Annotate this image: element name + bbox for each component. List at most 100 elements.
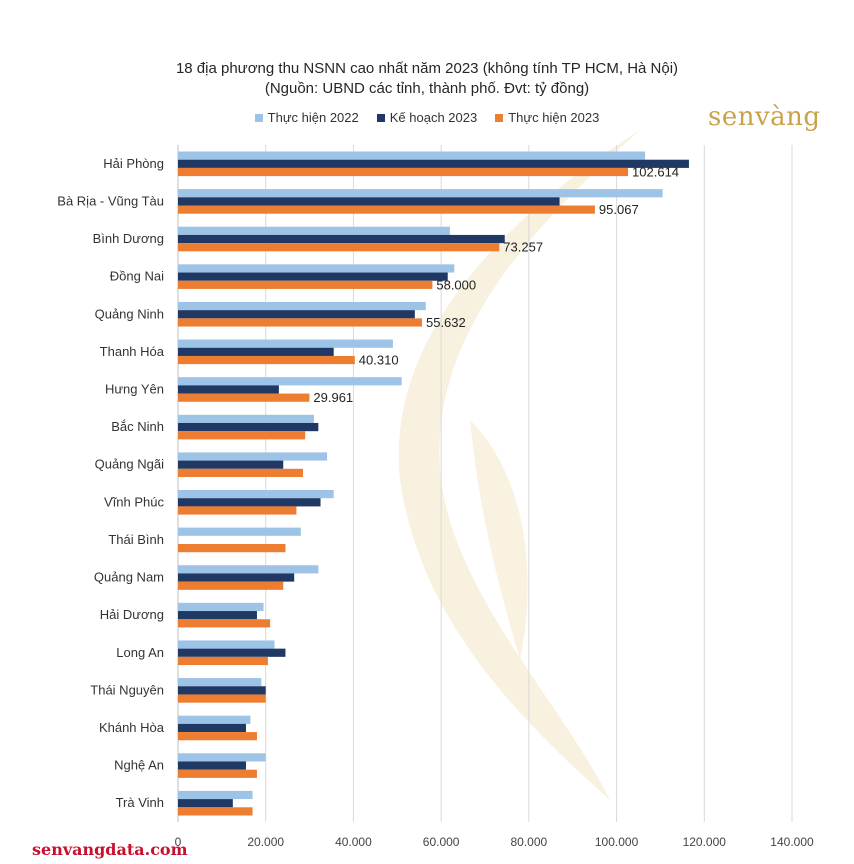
bar-3: [178, 355, 355, 365]
bar-2: [178, 422, 319, 432]
watermark-shape: [398, 130, 640, 800]
category-label: Bắc Ninh: [111, 419, 164, 434]
x-tick-label: 140.000: [770, 835, 814, 849]
x-tick-label: 80.000: [511, 835, 548, 849]
bar-1: [178, 490, 334, 499]
bar-1: [178, 753, 266, 762]
category-label: Hải Dương: [100, 607, 164, 622]
x-tick-label: 100.000: [595, 835, 639, 849]
bar-1: [178, 527, 301, 536]
bar-2: [178, 460, 284, 469]
category-label: Quảng Nam: [94, 570, 164, 585]
category-label: Quảng Ninh: [95, 306, 164, 321]
category-label: Thái Bình: [108, 532, 164, 547]
bar-2: [178, 761, 246, 770]
x-tick-label: 40.000: [335, 835, 372, 849]
bar-2: [178, 498, 321, 507]
bar-3: [178, 468, 303, 477]
bar-3: [178, 581, 284, 590]
legend-swatch-2: [376, 113, 385, 122]
bar-2: [178, 159, 689, 168]
bar-3: [178, 393, 310, 402]
x-tick-label: 20.000: [247, 835, 284, 849]
data-label: 40.310: [359, 353, 399, 368]
legend-label-3: Thực hiện 2023: [508, 110, 600, 125]
bar-3: [178, 167, 629, 177]
bar-1: [178, 602, 264, 612]
bar-1: [178, 226, 450, 235]
data-label: 102.614: [632, 165, 679, 180]
bar-1: [178, 414, 314, 423]
category-label: Bình Dương: [93, 231, 164, 246]
brand-logo: senvàng: [708, 102, 821, 132]
bar-3: [178, 769, 257, 778]
data-label: 29.961: [313, 390, 353, 405]
legend: Thực hiện 2022 Kế hoạch 2023 Thực hiện 2…: [0, 110, 854, 125]
chart-subtitle: (Nguồn: UBND các tỉnh, thành phố. Đvt: t…: [264, 80, 590, 97]
bar-1: [178, 264, 455, 273]
bar-1: [178, 678, 262, 687]
bar-3: [178, 318, 422, 327]
bar-1: [178, 640, 275, 649]
bar-1: [178, 189, 663, 198]
category-label: Thanh Hóa: [100, 344, 165, 359]
bar-3: [178, 431, 306, 440]
category-label: Nghệ An: [114, 758, 164, 773]
bar-2: [178, 799, 233, 808]
legend-item-3: Thực hiện 2023: [495, 110, 599, 125]
category-label: Hải Phòng: [103, 156, 164, 171]
bar-2: [178, 648, 286, 657]
footer-site-url: senvangdata.com: [32, 840, 188, 859]
category-label: Đồng Nai: [110, 269, 164, 284]
category-label: Quảng Ngãi: [95, 457, 164, 472]
bar-1: [178, 715, 251, 724]
bar-3: [178, 205, 595, 214]
category-label: Khánh Hòa: [99, 720, 165, 735]
data-label: 73.257: [503, 240, 543, 255]
x-tick-label: 120.000: [683, 835, 727, 849]
bar-1: [178, 339, 393, 348]
bar-1: [178, 151, 646, 160]
bar-1: [178, 377, 402, 386]
bar-3: [178, 506, 297, 515]
bar-2: [178, 573, 295, 582]
bar-2: [178, 272, 448, 281]
bar-2: [178, 611, 257, 620]
bar-1: [178, 565, 319, 574]
bar-3: [178, 807, 253, 816]
bar-3: [178, 619, 271, 628]
category-label: Hưng Yên: [105, 381, 164, 396]
bar-3: [178, 243, 500, 252]
x-tick-label: 0: [175, 835, 182, 849]
bar-2: [178, 385, 279, 394]
category-label: Trà Vinh: [116, 795, 164, 810]
legend-item-1: Thực hiện 2022: [254, 110, 359, 125]
data-label: 95.067: [599, 202, 639, 217]
bar-2: [178, 234, 505, 244]
chart-title: 18 địa phương thu NSNN cao nhất năm 2023…: [175, 60, 679, 77]
legend-swatch-1: [254, 113, 263, 122]
legend-label-1: Thực hiện 2022: [267, 110, 359, 125]
bar-2: [178, 347, 334, 356]
bar-1: [178, 790, 253, 800]
bar-3: [178, 656, 268, 666]
category-label: Thái Nguyên: [90, 682, 164, 697]
bar-3: [178, 694, 266, 703]
legend-label-2: Kế hoạch 2023: [389, 110, 478, 125]
category-label: Long An: [116, 645, 164, 660]
watermark-shape: [470, 420, 528, 660]
bar-3: [178, 732, 257, 741]
legend-item-2: Kế hoạch 2023: [376, 110, 478, 125]
bar-3: [178, 544, 286, 553]
bar-2: [178, 686, 266, 695]
category-label: Vĩnh Phúc: [104, 494, 164, 509]
legend-swatch-3: [495, 113, 504, 122]
bar-2: [178, 723, 246, 733]
category-label: Bà Rịa - Vũng Tàu: [57, 193, 164, 208]
data-label: 55.632: [426, 315, 466, 330]
bar-2: [178, 197, 560, 206]
bar-1: [178, 301, 426, 311]
bar-3: [178, 280, 433, 289]
bar-1: [178, 452, 328, 461]
